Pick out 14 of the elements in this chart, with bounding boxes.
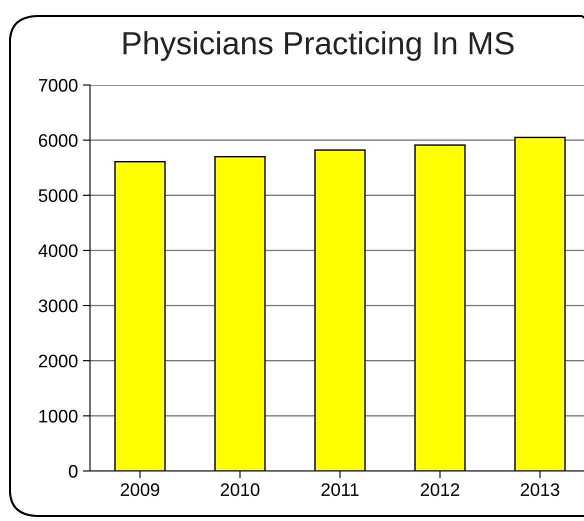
x-tick-label: 2011: [321, 483, 359, 496]
y-tick-label: 2000: [38, 354, 78, 368]
y-tick-label: 7000: [38, 78, 78, 92]
y-tick-label: 3000: [38, 300, 78, 312]
x-tick-label: 2010: [220, 483, 260, 496]
y-tick-label: 6000: [38, 134, 78, 147]
y-tick-label: 1000: [39, 410, 78, 423]
y-tick-label: 0: [68, 464, 78, 478]
chart-title: Physicians Practicing In MS: [124, 31, 514, 61]
x-tick-label: 2009: [120, 483, 160, 496]
y-tick-label: 4000: [38, 244, 78, 258]
y-tick-label: 5000: [38, 189, 78, 202]
x-tick-label: 2013: [520, 483, 560, 496]
x-tick-label: 2012: [420, 483, 460, 496]
